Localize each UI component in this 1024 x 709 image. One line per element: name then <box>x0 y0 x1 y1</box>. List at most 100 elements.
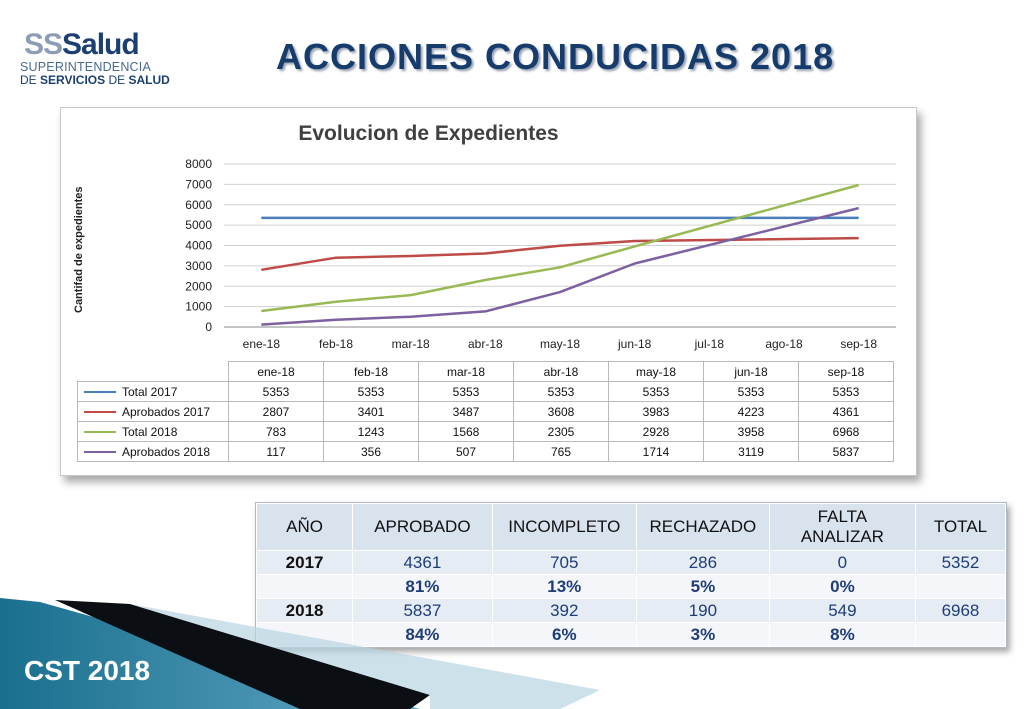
y-tick-label: 7000 <box>185 177 212 191</box>
summary-row: 2017 4361 705 286 0 5352 <box>255 550 1007 575</box>
summary-row: 2018 5837 392 190 549 6968 <box>255 598 1007 623</box>
data-table-cell: 6968 <box>798 421 894 442</box>
y-tick-label: 6000 <box>185 198 212 212</box>
series-label: Total 2018 <box>77 421 229 442</box>
data-table-cell: 5353 <box>418 381 514 402</box>
legend-key <box>84 431 116 434</box>
x-tick-label: ene-18 <box>243 337 281 351</box>
data-table-cell: 3983 <box>608 401 704 422</box>
summary-cell: 4361 <box>352 550 493 575</box>
data-table-cell: 1243 <box>323 421 419 442</box>
data-table-cell: 117 <box>228 441 324 462</box>
summary-cell <box>914 574 1007 599</box>
summary-cell: 3% <box>635 622 770 647</box>
y-tick-label: 4000 <box>185 239 212 253</box>
x-tick-label: abr-18 <box>468 337 503 351</box>
summary-column-header: AÑO <box>255 503 354 551</box>
summary-cell: 392 <box>491 598 637 623</box>
logo-line-2: SUPERINTENDENCIA <box>20 60 151 74</box>
summary-column-header: APROBADO <box>352 503 493 551</box>
summary-cell: 84% <box>352 622 493 647</box>
data-table-cell: 3958 <box>703 421 799 442</box>
data-table-cell: 5353 <box>703 381 799 402</box>
summary-cell: 8% <box>768 622 916 647</box>
summary-column-header: RECHAZADO <box>635 503 770 551</box>
data-table-cell: 5353 <box>228 381 324 402</box>
black-swoosh <box>55 600 430 709</box>
logo-line-3: DE SERVICIOS DE SALUD <box>20 73 170 87</box>
summary-cell: 5352 <box>914 550 1007 575</box>
data-table-cell: 4223 <box>703 401 799 422</box>
summary-cell <box>914 622 1007 647</box>
summary-column-header: INCOMPLETO <box>491 503 637 551</box>
y-tick-label: 5000 <box>185 218 212 232</box>
data-table-row: Total 2018 783 1243 1568 2305 2928 3958 6968 <box>77 421 894 442</box>
summary-cell: 286 <box>635 550 770 575</box>
summary-cell: 13% <box>491 574 637 599</box>
summary-cell: 2018 <box>255 598 354 623</box>
data-table-corner <box>77 361 229 382</box>
chart-title: Evolucion de Expedientes <box>298 122 559 145</box>
data-table-header-row: ene-18 feb-18 mar-18 abr-18 may-18 jun-18 sep-… <box>77 361 894 382</box>
x-tick-label: feb-18 <box>319 337 353 351</box>
y-tick-label: 2000 <box>185 279 212 293</box>
y-tick-label: 8000 <box>185 157 212 171</box>
data-table-cell: 2807 <box>228 401 324 422</box>
data-table-cell: 5353 <box>798 381 894 402</box>
summary-column-header: FALTA ANALIZAR <box>768 503 916 551</box>
data-table-column-header: sep-18 <box>798 361 894 382</box>
footer-label: CST 2018 <box>24 655 151 686</box>
data-table-cell: 5353 <box>323 381 419 402</box>
summary-cell: 5% <box>635 574 770 599</box>
y-tick-label: 1000 <box>185 300 212 314</box>
data-table-row: Total 2017 5353 5353 5353 5353 5353 5353 5353 <box>77 381 894 402</box>
legend-key <box>84 411 116 414</box>
light-swoosh <box>130 604 600 709</box>
chart-data-table: ene-18 feb-18 mar-18 abr-18 may-18 jun-18 sep-… <box>77 361 894 462</box>
data-table-column-header: may-18 <box>608 361 704 382</box>
summary-cell: 705 <box>491 550 637 575</box>
summary-cell: 6% <box>491 622 637 647</box>
data-table-cell: 5353 <box>608 381 704 402</box>
data-table-body: Total 2017 5353 5353 5353 5353 5353 5353 5353 Ap… <box>77 381 894 462</box>
legend-key <box>84 391 116 394</box>
bottom-decoration <box>0 598 600 709</box>
summary-table-panel: AÑO APROBADO INCOMPLETO RECHAZADO FALTA ANAL… <box>255 502 1007 648</box>
data-table-cell: 3119 <box>703 441 799 462</box>
data-table-cell: 2305 <box>513 421 609 442</box>
data-table-cell: 507 <box>418 441 514 462</box>
x-tick-label: ago-18 <box>765 337 803 351</box>
series-name: Total 2017 <box>122 384 178 399</box>
data-table-cell: 2928 <box>608 421 704 442</box>
series-name: Aprobados 2018 <box>122 444 211 459</box>
y-axis-title: Cantifad de expedientes <box>73 186 85 313</box>
data-table-cell: 5837 <box>798 441 894 462</box>
summary-cell: 549 <box>768 598 916 623</box>
summary-column-header: TOTAL <box>914 503 1007 551</box>
data-table-cell: 3401 <box>323 401 419 422</box>
data-table-cell: 783 <box>228 421 324 442</box>
summary-cell: 2017 <box>255 550 354 575</box>
summary-cell: 6968 <box>914 598 1007 623</box>
series-name: Aprobados 2017 <box>122 404 211 419</box>
data-table-cell: 3608 <box>513 401 609 422</box>
summary-header-row: AÑO APROBADO INCOMPLETO RECHAZADO FALTA ANAL… <box>255 503 1007 551</box>
slide-title: ACCIONES CONDUCIDAS 2018 <box>276 36 835 77</box>
line-chart: 0 1000 2000 3000 4000 5000 6000 7000 8000 ene-18 f… <box>185 157 896 351</box>
summary-cell: 0 <box>768 550 916 575</box>
data-table-cell: 5353 <box>513 381 609 402</box>
data-table-column-header: mar-18 <box>418 361 514 382</box>
data-table-cell: 1714 <box>608 441 704 462</box>
data-table-column-header: ene-18 <box>228 361 324 382</box>
summary-cell: 0% <box>768 574 916 599</box>
series-label: Aprobados 2017 <box>77 401 229 422</box>
data-table-cell: 356 <box>323 441 419 462</box>
summary-cell: 5837 <box>352 598 493 623</box>
x-tick-label: mar-18 <box>392 337 430 351</box>
summary-cell: 190 <box>635 598 770 623</box>
x-tick-label: jun-18 <box>617 337 652 351</box>
summary-table: AÑO APROBADO INCOMPLETO RECHAZADO FALTA ANAL… <box>255 503 1007 647</box>
data-table-column-header: feb-18 <box>323 361 419 382</box>
series-label: Aprobados 2018 <box>77 441 229 462</box>
data-table-row: Aprobados 2017 2807 3401 3487 3608 3983 4223 43… <box>77 401 894 422</box>
